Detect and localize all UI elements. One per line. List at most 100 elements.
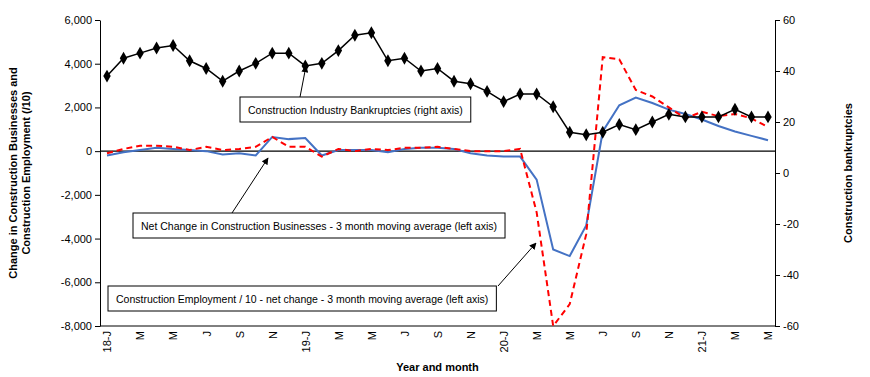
series-marker <box>417 65 424 78</box>
y-tick: 4,000 <box>64 58 100 70</box>
y2-tick: -40 <box>775 269 799 281</box>
y-axis-title: Change in Construction Businesses andCon… <box>7 67 32 278</box>
y-tick-label: 4,000 <box>64 58 92 70</box>
x-tick: N <box>663 331 675 339</box>
y2-tick-label: -20 <box>783 218 799 230</box>
series-marker <box>219 75 226 88</box>
series-marker <box>450 75 457 88</box>
x-tick-label: M <box>167 331 179 340</box>
series-marker <box>202 62 209 75</box>
y2-tick: 20 <box>775 116 795 128</box>
series-marker <box>483 85 490 98</box>
y-tick-label: -2,000 <box>61 189 92 201</box>
y2-tick-mark <box>775 122 780 123</box>
y2-tick: 60 <box>775 14 795 26</box>
y-tick: -8,000 <box>61 320 100 332</box>
y-tick-mark <box>95 195 100 196</box>
plot-area <box>103 26 771 326</box>
y-tick-label: -4,000 <box>61 233 92 245</box>
x-tick: 20-J <box>498 331 510 352</box>
series-marker <box>632 123 639 136</box>
series-marker <box>103 70 110 83</box>
y-axis-line <box>100 21 101 327</box>
x-tick: M <box>366 331 378 340</box>
y2-tick-mark <box>775 326 780 327</box>
x-tick: S <box>630 331 642 338</box>
series-marker <box>583 128 590 141</box>
series-marker <box>434 62 441 75</box>
y-tick: 6,000 <box>64 14 100 26</box>
y-tick-label: -6,000 <box>61 276 92 288</box>
y2-tick-mark <box>775 71 780 72</box>
y-tick: -4,000 <box>61 233 100 245</box>
y-tick-label: 0 <box>86 145 92 157</box>
series-marker <box>549 100 556 113</box>
y-tick-mark <box>95 64 100 65</box>
x-tick-label: N <box>663 331 675 339</box>
series-marker <box>533 88 540 101</box>
y-tick-mark <box>95 326 100 327</box>
series-marker <box>649 116 656 129</box>
x-tick-label: M <box>729 331 741 340</box>
x-tick-label: N <box>267 331 279 339</box>
legend-label: Net Change in Construction Businesses - … <box>141 220 497 232</box>
y2-tick-mark <box>775 20 780 21</box>
chart: -8,000 -6,000 -4,000 -2,000 0 2,000 4,000 6,000… <box>0 0 870 377</box>
series-marker <box>252 57 259 70</box>
y-tick-mark <box>95 20 100 21</box>
x-tick: M <box>333 331 345 340</box>
series-marker <box>698 110 705 123</box>
x-tick: 18-J <box>101 331 113 352</box>
legend-arrow <box>498 243 536 286</box>
y2-tick-label: -40 <box>783 269 799 281</box>
series-marker <box>665 108 672 121</box>
x-tick-label: J <box>597 331 609 337</box>
x-tick: M <box>531 331 543 340</box>
y-tick-mark <box>95 282 100 283</box>
series-marker <box>516 88 523 101</box>
y2-tick: 0 <box>775 167 789 179</box>
x-tick-label: 21-J <box>696 331 708 352</box>
series-marker <box>599 126 606 139</box>
y-tick-label: 2,000 <box>64 101 92 113</box>
series-marker <box>500 95 507 108</box>
legend-arrow <box>300 66 306 97</box>
x-tick-label: M <box>762 331 774 340</box>
x-tick: 21-J <box>696 331 708 352</box>
series-marker <box>186 54 193 67</box>
x-axis-title: Year and month <box>396 361 479 373</box>
x-tick: M <box>167 331 179 340</box>
legend-label: Construction Employment / 10 - net chang… <box>116 293 488 305</box>
series-marker <box>384 54 391 67</box>
y-tick: -6,000 <box>61 276 100 288</box>
x-tick-label: S <box>234 331 246 338</box>
x-tick: M <box>762 331 774 340</box>
legend-box <box>133 213 505 238</box>
x-tick-label: J <box>399 331 411 337</box>
y2-tick-label: 60 <box>783 14 795 26</box>
x-tick: J <box>597 331 609 337</box>
x-tick-label: S <box>432 331 444 338</box>
legend-item: Construction Industry Bankruptcies (righ… <box>240 66 471 122</box>
x-tick: S <box>432 331 444 338</box>
series-marker <box>169 39 176 52</box>
legend-arrow <box>232 158 268 213</box>
y2-tick-label: 20 <box>783 116 795 128</box>
series-line <box>107 57 768 326</box>
series-line <box>107 98 768 256</box>
y-tick-mark <box>95 239 100 240</box>
series-marker <box>467 77 474 90</box>
x-tick-label: M <box>366 331 378 340</box>
y2-tick: -60 <box>775 320 799 332</box>
x-tick: M <box>134 331 146 340</box>
series-marker <box>136 47 143 60</box>
series-marker <box>235 65 242 78</box>
series-marker <box>764 110 771 123</box>
x-tick: N <box>267 331 279 339</box>
y-tick: -2,000 <box>61 189 100 201</box>
y2-tick-label: 40 <box>783 65 795 77</box>
series-marker <box>120 52 127 65</box>
x-tick: M <box>729 331 741 340</box>
y2-axis: -60 -40 -20 0 20 40 60 <box>775 14 799 332</box>
x-tick-label: 18-J <box>101 331 113 352</box>
